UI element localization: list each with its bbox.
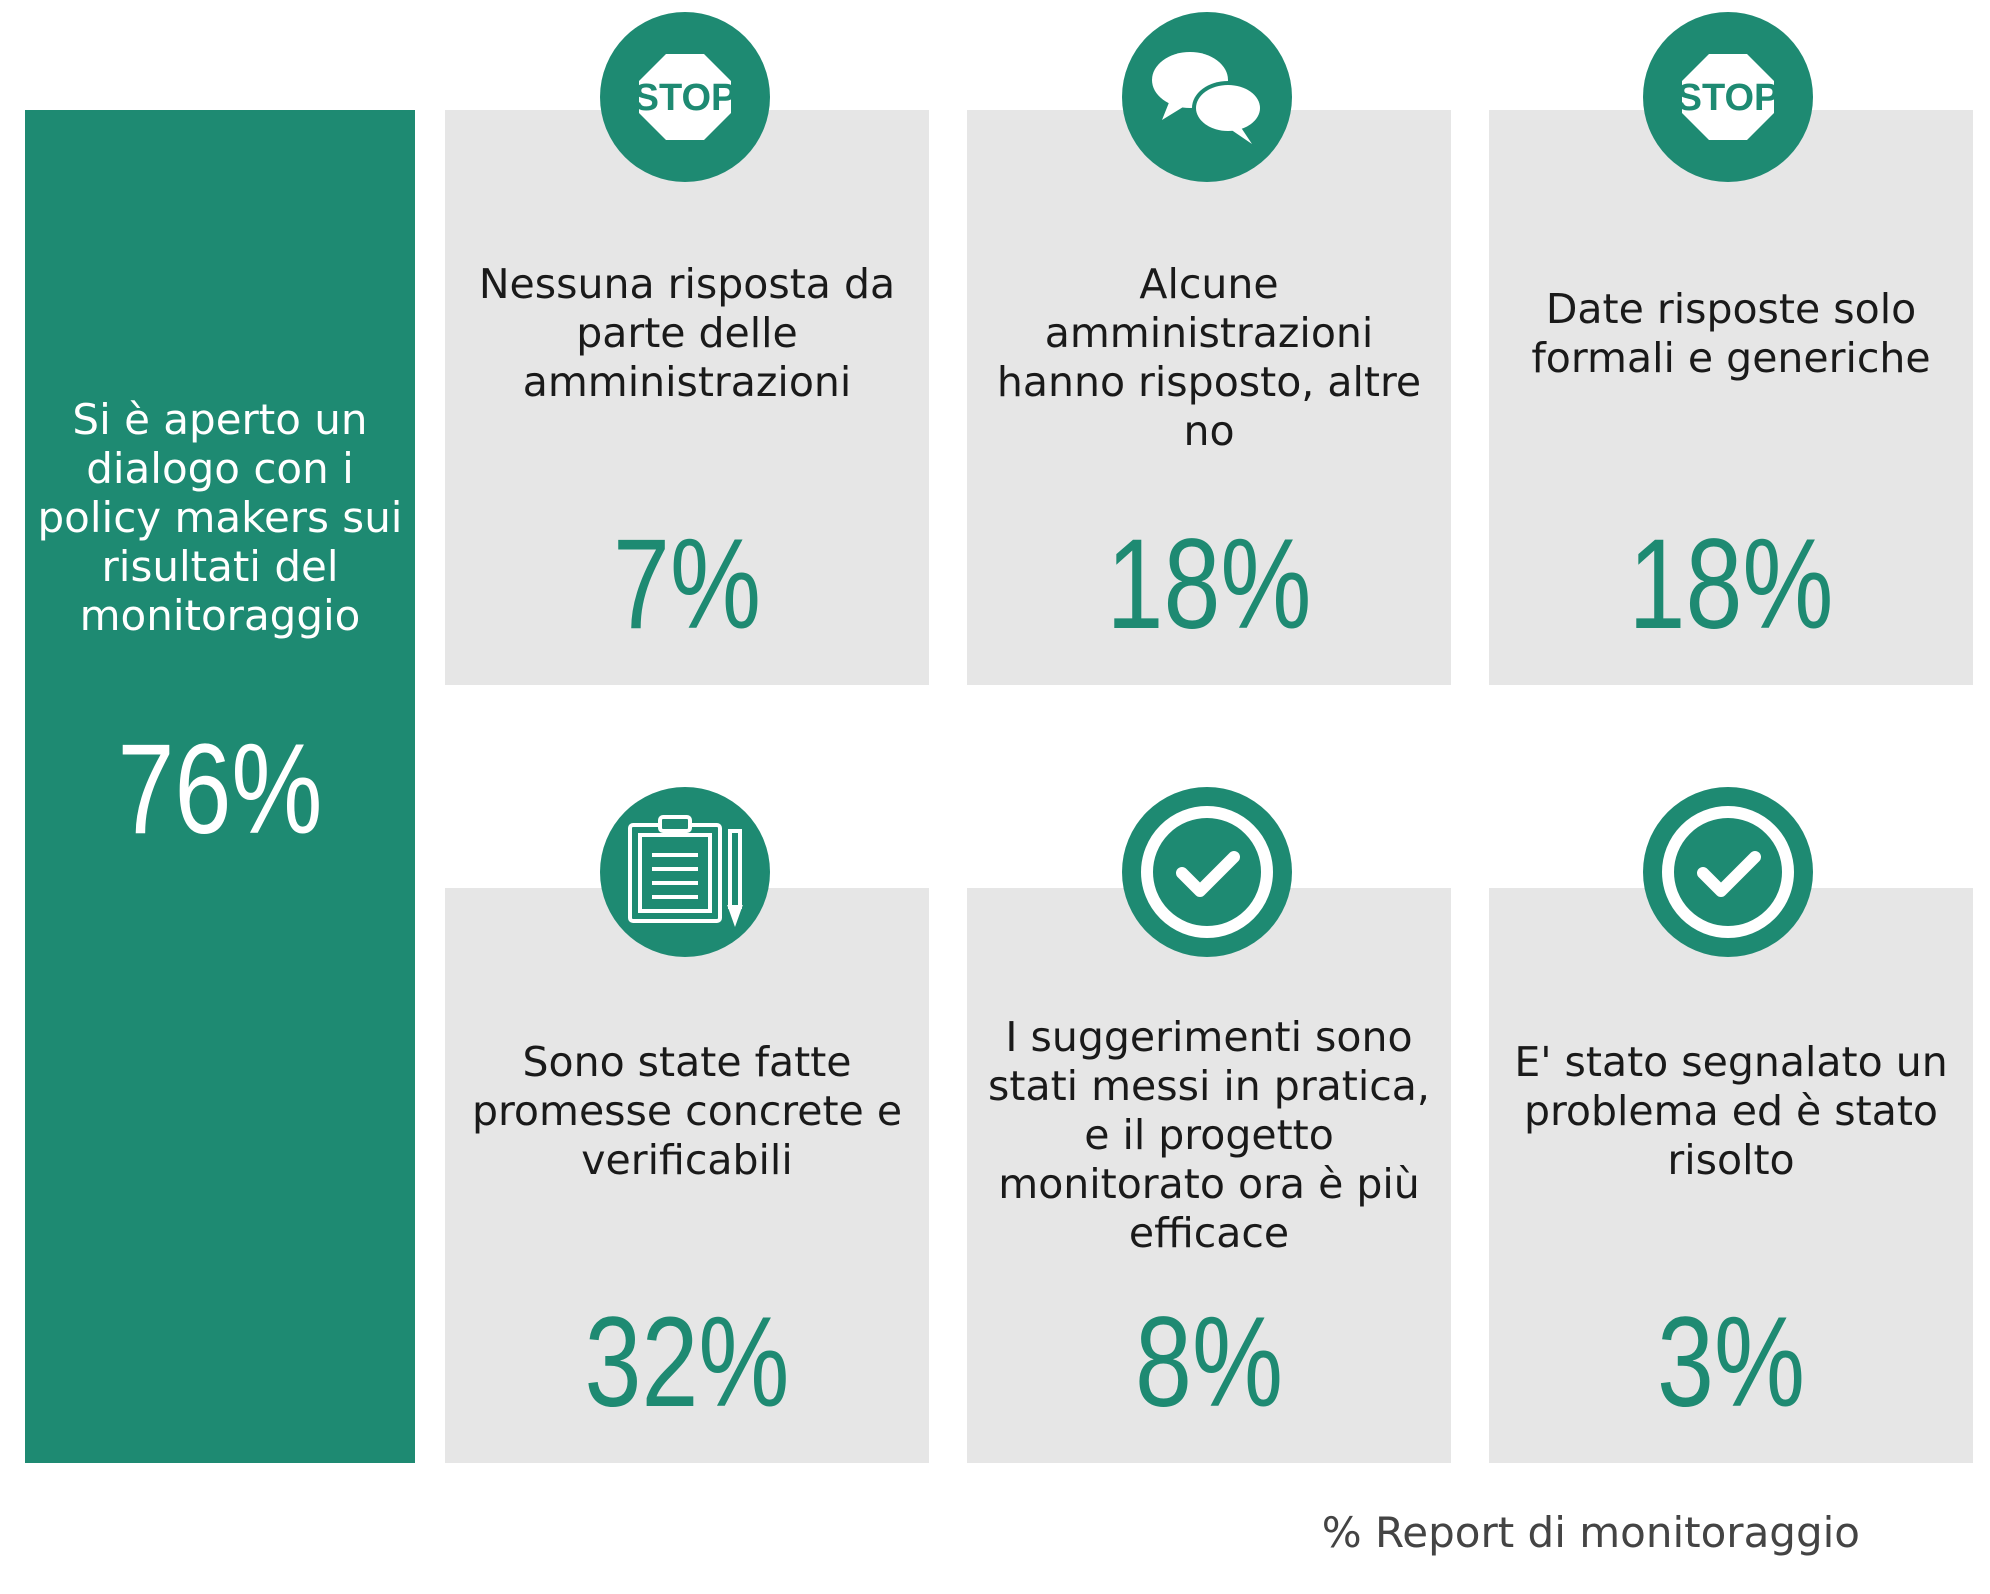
check-circle-icon (1643, 787, 1813, 957)
card-formal-response: Date risposte solo formali e generiche 1… (1489, 110, 1973, 685)
card-suggestions-applied: I suggerimenti sono stati messi in prati… (967, 888, 1451, 1463)
clipboard-icon (600, 787, 770, 957)
svg-text:STOP: STOP (634, 77, 737, 119)
card-label: Alcune amministrazioni hanno risposto, a… (996, 260, 1422, 455)
speech-bubbles-icon (1122, 12, 1292, 182)
svg-text:STOP: STOP (1677, 77, 1780, 119)
card-percentage: 18% (1106, 513, 1312, 656)
card-label: E' stato segnalato un problema ed è stat… (1514, 1038, 1948, 1184)
card-label: Sono state fatte promesse concrete e ver… (471, 1038, 903, 1184)
card-percentage: 8% (1135, 1291, 1283, 1434)
card-label: Date risposte solo formali e generiche (1531, 285, 1931, 382)
main-highlight-panel: Si è aperto un dialogo con i policy make… (25, 110, 415, 1463)
stop-sign-icon: STOP (1643, 12, 1813, 182)
main-percentage: 76% (117, 718, 323, 861)
card-label: I suggerimenti sono stati messi in prati… (988, 1013, 1430, 1257)
card-percentage: 32% (584, 1291, 790, 1434)
stop-sign-icon: STOP (600, 12, 770, 182)
main-statement: Si è aperto un dialogo con i policy make… (37, 395, 403, 640)
card-partial-response: Alcune amministrazioni hanno risposto, a… (967, 110, 1451, 685)
card-percentage: 18% (1628, 513, 1834, 656)
card-percentage: 3% (1657, 1291, 1805, 1434)
card-percentage: 7% (613, 513, 761, 656)
card-problem-solved: E' stato segnalato un problema ed è stat… (1489, 888, 1973, 1463)
source-note: % Report di monitoraggio (1321, 1508, 1860, 1557)
card-no-response: Nessuna risposta da parte delle amminist… (445, 110, 929, 685)
check-circle-icon (1122, 787, 1292, 957)
card-promises: Sono state fatte promesse concrete e ver… (445, 888, 929, 1463)
card-label: Nessuna risposta da parte delle amminist… (478, 260, 896, 406)
